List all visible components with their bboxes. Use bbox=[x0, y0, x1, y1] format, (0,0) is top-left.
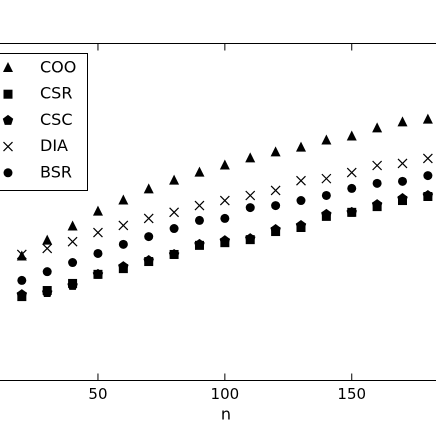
point bbox=[16, 289, 28, 300]
point bbox=[16, 249, 27, 260]
point bbox=[220, 213, 230, 223]
point bbox=[42, 234, 53, 245]
point bbox=[321, 134, 332, 145]
point bbox=[67, 220, 78, 231]
point bbox=[245, 203, 255, 213]
point bbox=[42, 267, 52, 277]
point bbox=[67, 236, 78, 247]
point bbox=[168, 248, 180, 259]
point bbox=[422, 153, 433, 164]
point bbox=[93, 227, 103, 238]
point bbox=[271, 201, 281, 211]
point bbox=[144, 232, 154, 242]
legend-marker bbox=[3, 168, 13, 178]
point bbox=[270, 146, 281, 157]
legend-label: COO bbox=[40, 58, 76, 77]
legend-marker bbox=[3, 89, 13, 99]
point bbox=[194, 238, 205, 249]
point bbox=[118, 261, 129, 272]
point bbox=[398, 176, 408, 186]
legend-marker bbox=[3, 62, 13, 72]
point bbox=[397, 116, 408, 127]
point bbox=[270, 185, 281, 196]
point bbox=[346, 130, 357, 141]
point bbox=[67, 279, 78, 290]
legend-marker bbox=[3, 141, 13, 152]
point bbox=[194, 166, 205, 177]
x-tick-label: 50 bbox=[88, 385, 107, 403]
legend-label: DIA bbox=[40, 136, 68, 155]
point bbox=[372, 122, 383, 133]
point bbox=[422, 113, 433, 124]
x-axis-label: n bbox=[221, 405, 231, 424]
point bbox=[42, 243, 53, 254]
point bbox=[321, 208, 332, 219]
point bbox=[244, 233, 256, 244]
point bbox=[397, 193, 408, 203]
point bbox=[169, 224, 179, 234]
point bbox=[219, 195, 230, 206]
point bbox=[371, 199, 383, 210]
point bbox=[296, 196, 306, 206]
legend-marker bbox=[2, 114, 14, 125]
point bbox=[118, 239, 128, 249]
point bbox=[372, 178, 382, 188]
point bbox=[346, 167, 357, 178]
point bbox=[93, 248, 103, 258]
x-tick-label: 100 bbox=[211, 385, 240, 403]
x-tick-label: 150 bbox=[337, 385, 366, 403]
point bbox=[245, 190, 256, 201]
point bbox=[270, 224, 281, 234]
point bbox=[245, 152, 256, 163]
point bbox=[346, 206, 357, 217]
point bbox=[423, 171, 433, 181]
point bbox=[143, 255, 154, 265]
point bbox=[169, 207, 180, 218]
point bbox=[118, 194, 129, 205]
point bbox=[92, 205, 103, 216]
point bbox=[143, 183, 154, 194]
point bbox=[219, 235, 231, 246]
point bbox=[143, 213, 154, 224]
point bbox=[296, 175, 306, 186]
point bbox=[169, 174, 180, 185]
legend-label: BSR bbox=[40, 162, 72, 181]
point bbox=[92, 268, 104, 279]
point bbox=[41, 287, 53, 297]
legend-label: CSR bbox=[40, 84, 72, 103]
point bbox=[397, 158, 408, 169]
point bbox=[422, 189, 434, 200]
point bbox=[16, 250, 27, 261]
legend-box bbox=[0, 53, 88, 191]
point bbox=[68, 258, 78, 268]
point bbox=[17, 275, 27, 285]
point bbox=[194, 215, 204, 225]
point bbox=[347, 183, 357, 193]
point bbox=[295, 219, 307, 230]
point bbox=[219, 159, 230, 170]
point bbox=[372, 160, 383, 171]
point bbox=[321, 173, 332, 184]
point bbox=[194, 200, 205, 211]
point bbox=[321, 190, 331, 200]
legend-label: CSC bbox=[40, 110, 73, 129]
point bbox=[295, 141, 306, 152]
point bbox=[118, 220, 129, 231]
